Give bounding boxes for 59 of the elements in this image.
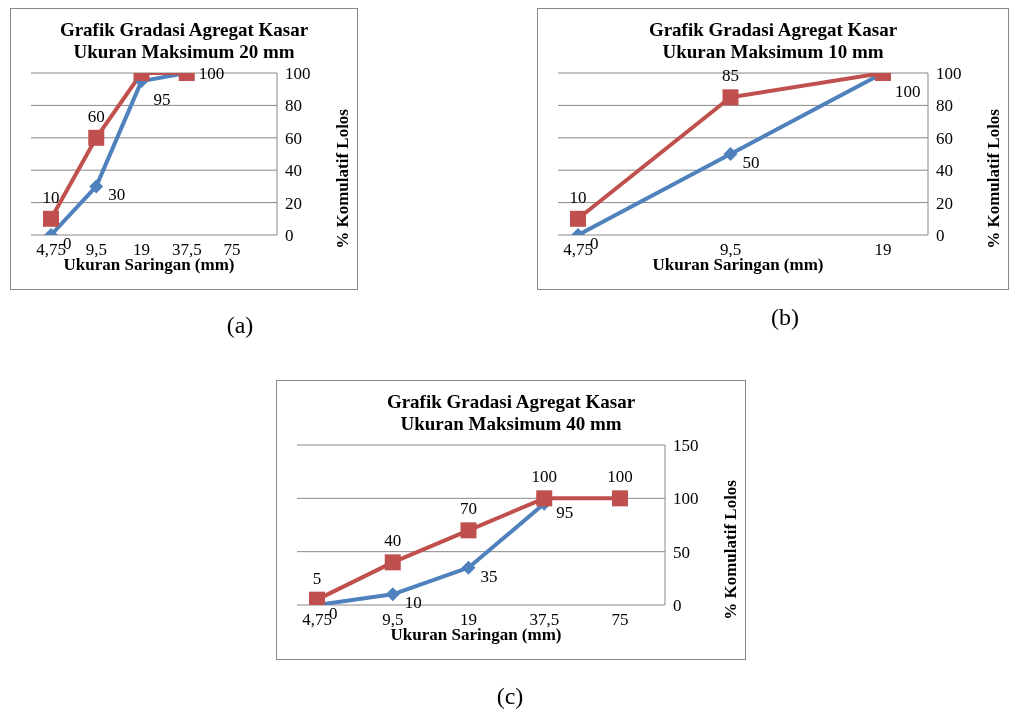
- data-label: 95: [153, 90, 171, 110]
- data-label: 100: [198, 64, 225, 83]
- point: [723, 147, 738, 161]
- text: (a): [225, 312, 255, 339]
- x-tick-label: 9,5: [719, 240, 742, 260]
- point: [384, 554, 401, 571]
- data-label: 10: [42, 187, 60, 207]
- data-label: 50: [742, 153, 760, 172]
- y-tick-label: 20: [936, 193, 953, 213]
- data-label: 5: [312, 568, 322, 588]
- x-tick-label: 9,5: [85, 240, 107, 260]
- y-tick-label: 40: [936, 161, 953, 181]
- point: [461, 560, 476, 575]
- y-tick-label: 50: [673, 542, 690, 562]
- y-tick-label: 20: [285, 193, 302, 213]
- data-label: 70: [460, 499, 477, 519]
- y-tick-label: 0: [673, 596, 682, 616]
- y-tick-label: 80: [936, 96, 953, 116]
- chart-title: Grafik Gradasi Agregat Kasar Ukuran Maksimum 40 mm: [385, 391, 637, 435]
- data-label: 100: [531, 467, 557, 487]
- data-label: 95: [556, 502, 574, 522]
- y-axis-title: % Komulatif Lolos: [721, 480, 741, 620]
- x-tick-label: 75: [611, 610, 629, 630]
- data-label: 100: [895, 82, 921, 101]
- data-label: 35: [480, 566, 498, 586]
- data-label: 85: [722, 66, 739, 86]
- chart-title: Grafik Gradasi Agregat Kasar Ukuran Maksimum 10 mm: [647, 19, 899, 63]
- data-label: 40: [384, 531, 402, 551]
- y-tick-label: 60: [285, 128, 302, 148]
- x-tick-label: 19: [133, 240, 150, 260]
- chart-title: Grafik Gradasi Agregat Kasar Ukuran Maksimum 20 mm: [58, 19, 310, 63]
- y-axis-title: % Komulatif Lolos: [984, 109, 1004, 249]
- y-tick-label: 80: [285, 96, 302, 116]
- data-label: 10: [569, 187, 587, 207]
- y-tick-label: 0: [285, 226, 294, 246]
- point: [536, 490, 553, 507]
- point: [612, 490, 628, 507]
- text: (b): [770, 304, 800, 331]
- x-tick-label: 19: [460, 610, 477, 630]
- data-label: 10: [404, 593, 422, 613]
- point: [88, 129, 105, 146]
- text: (c): [495, 683, 525, 710]
- data-label: 30: [108, 185, 126, 205]
- y-tick-label: 0: [936, 226, 945, 246]
- y-tick-label: 100: [673, 489, 699, 509]
- y-tick-label: 100: [285, 64, 311, 84]
- point: [309, 591, 325, 605]
- point: [460, 522, 477, 539]
- y-tick-label: 150: [673, 436, 699, 456]
- point: [385, 587, 400, 602]
- point: [89, 179, 104, 194]
- data-label: 60: [87, 106, 105, 126]
- y-tick-label: 40: [285, 161, 302, 181]
- y-tick-label: 60: [936, 128, 953, 148]
- data-label: 100: [607, 467, 633, 487]
- y-tick-label: 100: [936, 64, 962, 84]
- point: [43, 210, 59, 227]
- y-axis-title: % Komulatif Lolos: [333, 109, 353, 249]
- x-tick-label: 19: [874, 240, 892, 260]
